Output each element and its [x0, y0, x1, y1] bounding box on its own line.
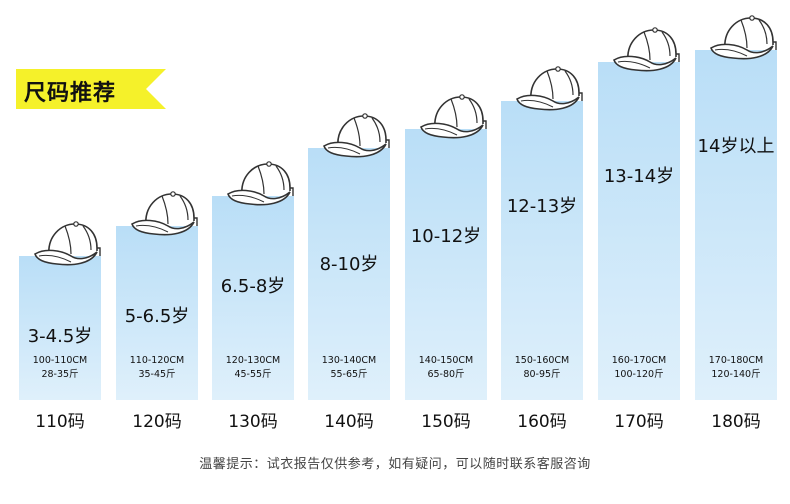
cap-icon [610, 24, 692, 74]
size-column: 14岁以上 170-180CM 120-140斤 [695, 0, 777, 400]
height-range: 130-140CM [321, 355, 377, 366]
age-label: 12-13岁 [506, 196, 578, 217]
age-label: 10-12岁 [410, 226, 482, 247]
cap-icon [513, 63, 595, 113]
size-column: 6.5-8岁 120-130CM 45-55斤 [212, 0, 294, 400]
measurement-text: 170-180CM 120-140斤 [695, 354, 777, 382]
size-column: 3-4.5岁 100-110CM 28-35斤 [19, 0, 101, 400]
cap-icon [707, 12, 789, 62]
age-label: 13-14岁 [603, 166, 675, 187]
age-label: 6.5-8岁 [220, 276, 286, 297]
size-label: 110码 [35, 412, 85, 432]
measurement-text: 130-140CM 55-65斤 [308, 354, 390, 382]
age-label: 5-6.5岁 [124, 306, 190, 327]
measurement-text: 150-160CM 80-95斤 [501, 354, 583, 382]
size-bar [598, 62, 680, 400]
size-column: 5-6.5岁 110-120CM 35-45斤 [116, 0, 198, 400]
weight-range: 65-80斤 [427, 369, 465, 380]
size-bar [212, 196, 294, 400]
measurement-text: 120-130CM 45-55斤 [212, 354, 294, 382]
size-column: 12-13岁 150-160CM 80-95斤 [501, 0, 583, 400]
cap-icon [320, 110, 402, 160]
height-range: 100-110CM [32, 355, 88, 366]
height-range: 110-120CM [129, 355, 185, 366]
banner-arrow-shape [16, 69, 166, 109]
measurement-text: 100-110CM 28-35斤 [19, 354, 101, 382]
cap-icon [224, 158, 306, 208]
age-label: 8-10岁 [319, 254, 379, 275]
weight-range: 45-55斤 [234, 369, 272, 380]
measurement-text: 140-150CM 65-80斤 [405, 354, 487, 382]
weight-range: 100-120斤 [614, 369, 664, 380]
size-bar [116, 226, 198, 400]
size-label: 180码 [711, 412, 761, 432]
size-label: 150码 [421, 412, 471, 432]
size-label: 160码 [517, 412, 567, 432]
size-label: 140码 [324, 412, 374, 432]
hint-text: 温馨提示：试衣报告仅供参考，如有疑问，可以随时联系客服咨询 [199, 457, 591, 472]
weight-range: 80-95斤 [523, 369, 561, 380]
height-range: 170-180CM [708, 355, 764, 366]
size-bar [405, 129, 487, 400]
banner-title: 尺码推荐 [24, 81, 117, 106]
weight-range: 55-65斤 [330, 369, 368, 380]
size-column: 10-12岁 140-150CM 65-80斤 [405, 0, 487, 400]
size-bar [19, 256, 101, 400]
weight-range: 120-140斤 [711, 369, 761, 380]
size-label: 170码 [614, 412, 664, 432]
size-bar [501, 101, 583, 400]
height-range: 120-130CM [225, 355, 281, 366]
size-bar [695, 50, 777, 400]
size-column: 8-10岁 130-140CM 55-65斤 [308, 0, 390, 400]
weight-range: 35-45斤 [138, 369, 176, 380]
cap-icon [417, 91, 499, 141]
cap-icon [128, 188, 210, 238]
height-range: 140-150CM [418, 355, 474, 366]
size-recommendation-banner: 尺码推荐 [16, 69, 166, 109]
size-label: 130码 [228, 412, 278, 432]
size-label: 120码 [132, 412, 182, 432]
age-label: 14岁以上 [697, 136, 775, 157]
cap-icon [31, 218, 113, 268]
measurement-text: 110-120CM 35-45斤 [116, 354, 198, 382]
measurement-text: 160-170CM 100-120斤 [598, 354, 680, 382]
age-label: 3-4.5岁 [27, 326, 93, 347]
height-range: 160-170CM [611, 355, 667, 366]
size-column: 13-14岁 160-170CM 100-120斤 [598, 0, 680, 400]
weight-range: 28-35斤 [41, 369, 79, 380]
size-bar [308, 148, 390, 400]
height-range: 150-160CM [514, 355, 570, 366]
